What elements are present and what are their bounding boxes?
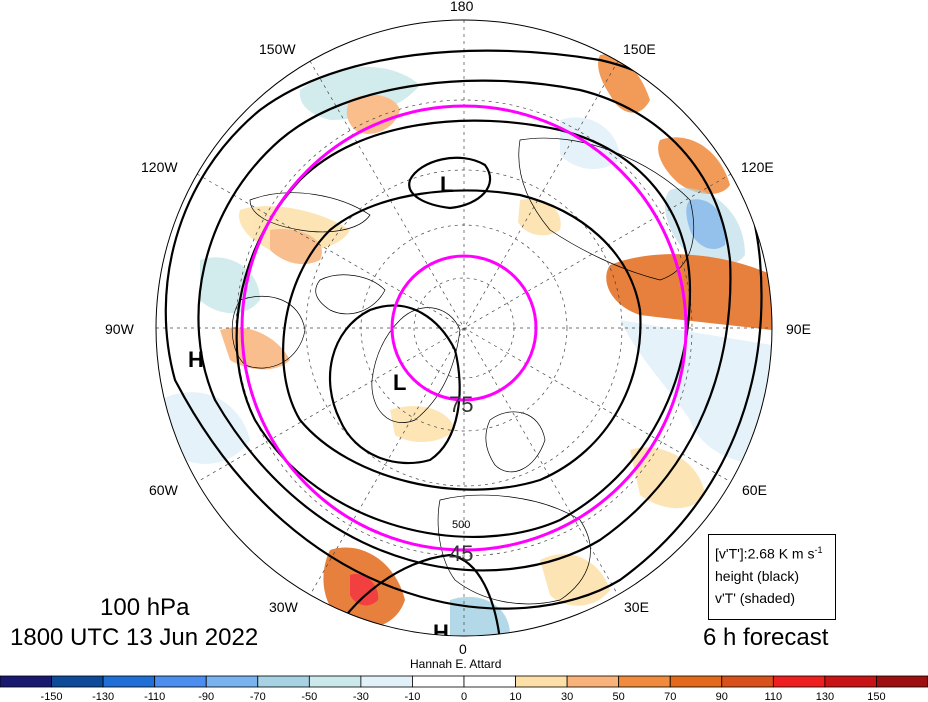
lon-label-120w: 120W xyxy=(141,159,178,175)
lon-label-30e: 30E xyxy=(624,599,649,615)
ring-75 xyxy=(390,254,538,402)
colorbar-swatch xyxy=(360,675,413,688)
colorbar-swatch xyxy=(463,675,516,688)
shade-red-atlantic-core xyxy=(350,574,379,606)
colorbar-swatch xyxy=(721,675,774,688)
lon-label-90w: 90W xyxy=(105,321,134,337)
lon-label-60e: 60E xyxy=(742,482,767,498)
title-time: 1800 UTC 13 Jun 2022 xyxy=(10,624,259,651)
colorbar-tick-label: 30 xyxy=(561,691,573,702)
colorbar-tick-label: -30 xyxy=(353,691,369,702)
colorbar-swatch xyxy=(205,675,259,688)
coast-siberia xyxy=(518,137,695,281)
shade-orange-greenland xyxy=(390,406,455,442)
low-center-greenland: L xyxy=(393,370,406,395)
lat-label-75: 75 xyxy=(449,392,473,417)
colorbar-tick-label: 10 xyxy=(509,691,521,702)
shade-blue-europe xyxy=(450,596,510,636)
legend-scale-exp: -1 xyxy=(814,545,823,555)
coast-canada-arctic xyxy=(315,274,386,315)
colorbar-swatch xyxy=(0,675,52,688)
map-border xyxy=(155,19,773,637)
legend-height-line: height (black) xyxy=(715,567,800,584)
colorbar: -150 -130 -110 -90 -70 -50 -30 -10 0 10 30 50 70 90 11… xyxy=(0,675,928,702)
lon-label-60w: 60W xyxy=(149,482,178,498)
legend-scale-line: [v'T']:2.68 K m s-1 xyxy=(715,539,829,565)
low-center-top: L xyxy=(440,172,453,197)
colorbar-swatch xyxy=(876,675,928,688)
colorbar-tick-label: -70 xyxy=(250,691,266,702)
lon-label-120e: 120E xyxy=(741,159,774,175)
colorbar-tick-label: 110 xyxy=(765,691,783,702)
coast-alaska xyxy=(249,192,371,233)
coast-scandinavia xyxy=(485,411,546,473)
colorbar-tick-label: 70 xyxy=(664,691,676,702)
colorbar-tick-label: -50 xyxy=(301,691,317,702)
legend-box: [v'T']:2.68 K m s-1 height (black) v'T' … xyxy=(708,534,836,620)
vt-shading xyxy=(160,54,772,636)
colorbar-tick-label: -110 xyxy=(144,691,165,702)
forecast-label: 6 h forecast xyxy=(703,624,829,651)
colorbar-tick-label: -10 xyxy=(404,691,420,702)
contour-label-500: 500 xyxy=(452,519,470,531)
colorbar-tick-label: -150 xyxy=(41,691,63,702)
colorbar-swatch xyxy=(824,675,877,688)
colorbar-tick-label: -130 xyxy=(92,691,114,702)
colorbar-tick-label: 130 xyxy=(816,691,834,702)
colorbar-tick-label: 0 xyxy=(461,691,467,702)
lon-label-150e: 150E xyxy=(623,41,656,57)
ring-45 xyxy=(240,104,688,552)
colorbar-swatch xyxy=(566,675,620,688)
contour-inner-low xyxy=(328,304,461,465)
contour-l-top xyxy=(408,156,492,210)
contour-lower-left xyxy=(329,553,502,636)
colorbar-swatch xyxy=(102,675,156,688)
shade-orange-hudson xyxy=(220,327,290,370)
shade-blue-atlantic xyxy=(160,392,250,464)
colorbar-tick-label: 90 xyxy=(716,691,728,702)
colorbar-swatch xyxy=(51,675,104,688)
title-level: 100 hPa xyxy=(100,594,190,621)
lon-label-30w: 30W xyxy=(269,599,298,615)
colorbar-tick-label: -90 xyxy=(198,691,214,702)
colorbar-swatch xyxy=(412,675,465,688)
colorbar-swatch xyxy=(618,675,671,688)
graticule xyxy=(156,20,772,636)
colorbar-swatch xyxy=(669,675,723,688)
legend-shading-line: v'T' (shaded) xyxy=(715,589,796,606)
shade-orange-150e xyxy=(598,54,650,113)
colorbar-swatch xyxy=(308,675,362,688)
coast-greenland xyxy=(371,307,461,423)
high-center-west: H xyxy=(188,347,204,372)
colorbar-swatch xyxy=(515,675,568,688)
shade-blue-wide-90e xyxy=(620,320,772,463)
colorbar-tick-label: 150 xyxy=(867,691,885,702)
colorbar-swatch xyxy=(154,675,207,688)
high-center-bottom: H xyxy=(433,620,449,645)
legend-scale-text: [v'T']:2.68 K m s xyxy=(715,545,815,562)
coast-hudson xyxy=(231,296,306,369)
shade-orange-aleutian xyxy=(346,94,400,134)
lon-label-150w: 150W xyxy=(259,41,296,57)
contour-2 xyxy=(282,189,642,491)
lon-label-0: 0 xyxy=(459,641,467,657)
coastlines xyxy=(231,137,695,605)
colorbar-swatch xyxy=(257,675,310,688)
lon-label-180: 180 xyxy=(450,0,474,14)
coast-europe xyxy=(437,494,591,605)
map-disc: L L H H 500 75 45 xyxy=(156,20,772,645)
lat-label-45: 45 xyxy=(449,541,473,566)
lon-label-90e: 90E xyxy=(786,321,811,337)
shade-orange-60e xyxy=(630,447,705,509)
contour-4 xyxy=(197,79,732,572)
shade-orange-arctic xyxy=(518,199,561,236)
author-credit: Hannah E. Attard xyxy=(410,657,502,671)
colorbar-tick-label: 50 xyxy=(613,691,625,702)
colorbar-swatch xyxy=(772,675,826,688)
height-contours xyxy=(164,49,763,636)
magenta-rings xyxy=(240,104,688,552)
